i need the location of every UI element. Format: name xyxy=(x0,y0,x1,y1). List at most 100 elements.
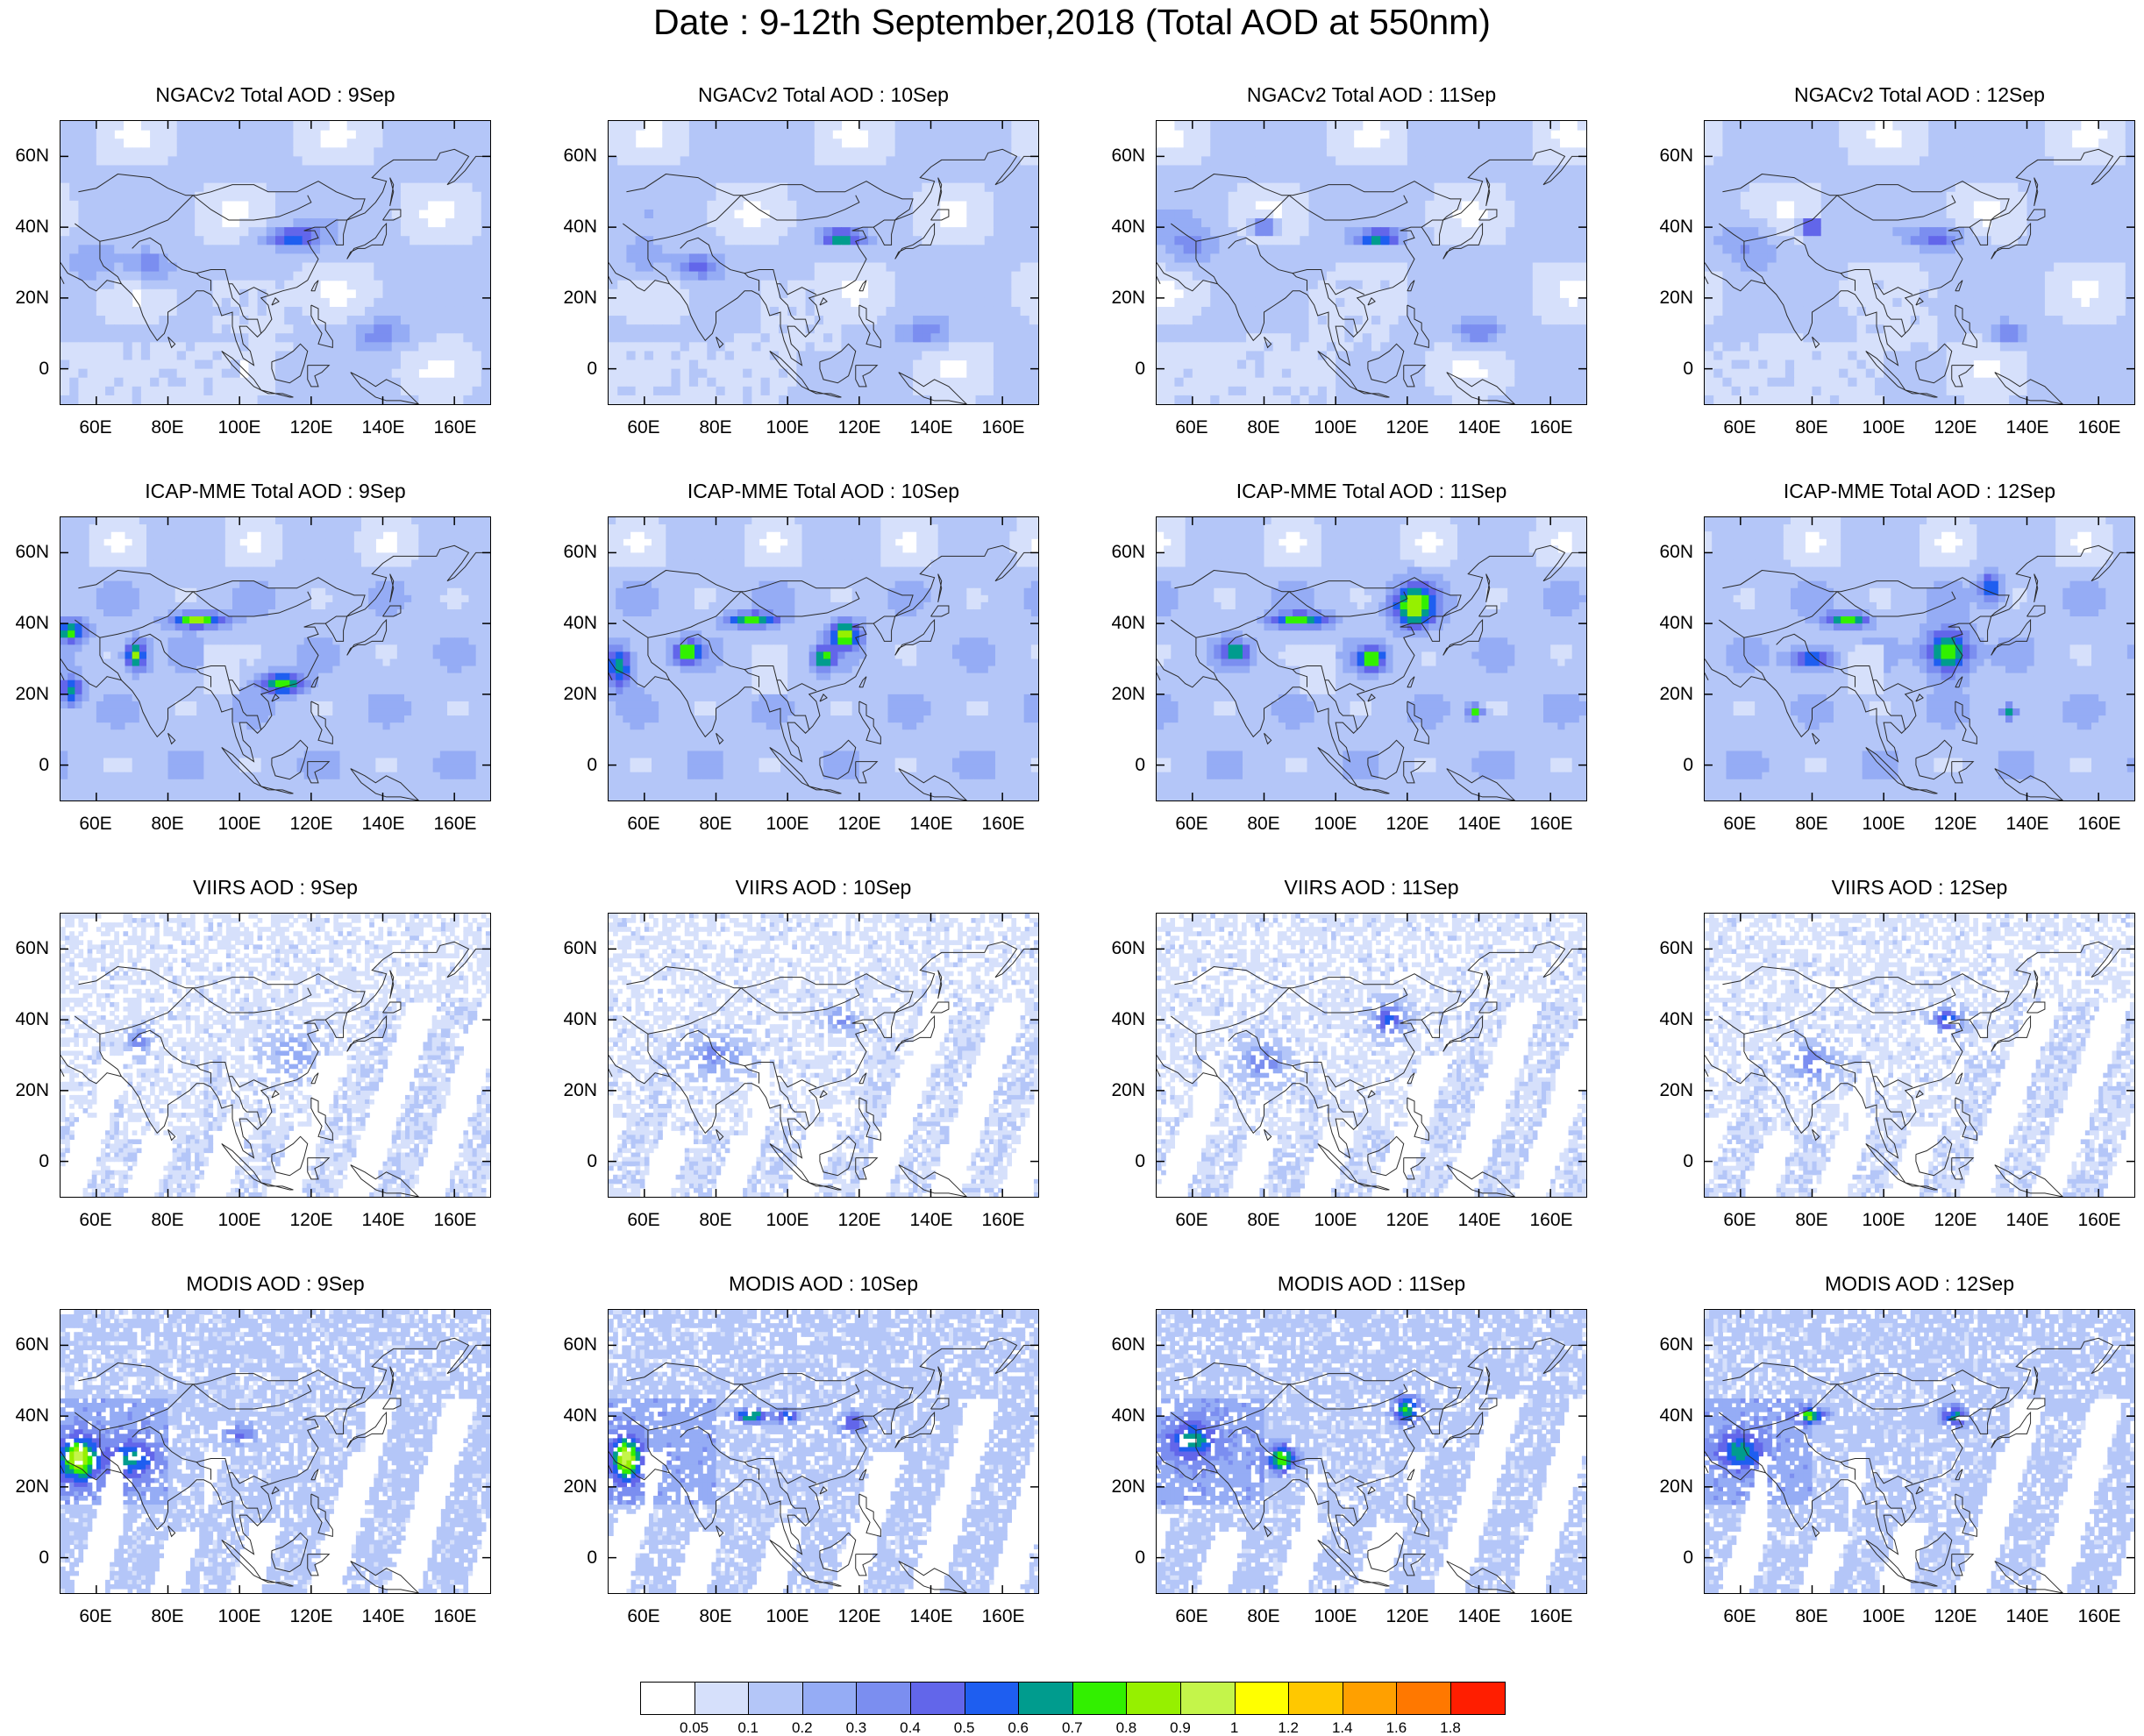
aod-field xyxy=(1705,1310,2134,1593)
axis-ticks xyxy=(61,121,490,404)
lon-tick-label: 100E xyxy=(1314,1606,1357,1627)
aod-grid xyxy=(609,1310,1038,1593)
lat-tick-label: 20N xyxy=(563,288,597,309)
colorbar-label: 0.05 xyxy=(680,1720,709,1736)
lon-tick-label: 160E xyxy=(1529,1606,1572,1627)
lat-tick-label: 0 xyxy=(39,1151,49,1172)
lon-tick-label: 100E xyxy=(217,1606,260,1627)
axis-ticks xyxy=(1157,517,1586,800)
map-panel xyxy=(1704,516,2135,801)
axis-ticks xyxy=(609,517,1038,800)
colorbar-label: 1.6 xyxy=(1386,1720,1407,1736)
coastlines xyxy=(609,941,1038,1197)
lat-tick-label: 20N xyxy=(15,1080,49,1101)
panel-title: ICAP-MME Total AOD : 9Sep xyxy=(12,478,538,504)
lat-tick-label: 20N xyxy=(563,1476,597,1498)
map-panel xyxy=(1704,913,2135,1198)
lon-tick-label: 80E xyxy=(1795,1210,1827,1231)
colorbar-label: 1.2 xyxy=(1278,1720,1299,1736)
lon-tick-label: 160E xyxy=(2077,814,2120,835)
panel-title: VIIRS AOD : 12Sep xyxy=(1656,874,2144,900)
aod-field xyxy=(609,914,1038,1197)
lon-tick-label: 60E xyxy=(79,417,111,438)
panel-title: NGACv2 Total AOD : 10Sep xyxy=(560,82,1086,108)
axis-ticks xyxy=(1705,1310,2134,1593)
coastlines xyxy=(609,148,1038,404)
lon-tick-label: 120E xyxy=(289,1606,332,1627)
aod-field xyxy=(1157,121,1586,404)
coastlines xyxy=(61,148,490,404)
axis-ticks xyxy=(1705,914,2134,1197)
country-borders xyxy=(1719,966,2010,1127)
colorbar-label: 0.4 xyxy=(900,1720,921,1736)
lon-tick-label: 60E xyxy=(1175,1606,1207,1627)
lat-tick-label: 0 xyxy=(587,1151,597,1172)
lon-tick-label: 80E xyxy=(699,814,731,835)
lon-tick-label: 140E xyxy=(361,1606,404,1627)
lat-tick-label: 40N xyxy=(1659,613,1693,634)
lat-tick-label: 0 xyxy=(39,359,49,380)
coastlines xyxy=(1157,544,1586,800)
panel-title: VIIRS AOD : 10Sep xyxy=(560,874,1086,900)
country-borders xyxy=(1719,1362,2010,1523)
lon-tick-label: 140E xyxy=(2005,1210,2048,1231)
aod-field xyxy=(61,1310,490,1593)
lon-tick-label: 100E xyxy=(1862,1210,1905,1231)
lon-tick-label: 160E xyxy=(433,1606,476,1627)
lat-tick-label: 40N xyxy=(1111,613,1145,634)
lat-tick-label: 60N xyxy=(563,542,597,563)
panel-title: ICAP-MME Total AOD : 11Sep xyxy=(1108,478,1635,504)
aod-field xyxy=(609,121,1038,404)
aod-grid xyxy=(1157,1310,1586,1593)
lat-tick-label: 40N xyxy=(563,217,597,238)
lat-tick-label: 40N xyxy=(563,1405,597,1427)
lat-tick-label: 60N xyxy=(563,938,597,959)
lon-tick-label: 140E xyxy=(1457,1606,1500,1627)
lat-tick-label: 0 xyxy=(1135,359,1145,380)
lon-tick-label: 80E xyxy=(1247,417,1279,438)
lat-tick-label: 60N xyxy=(1111,146,1145,167)
aod-field xyxy=(61,517,490,800)
lon-tick-label: 60E xyxy=(1723,1210,1756,1231)
colorbar-label: 0.5 xyxy=(954,1720,975,1736)
aod-grid xyxy=(1157,914,1586,1197)
aod-grid xyxy=(609,914,1038,1197)
map-panel xyxy=(60,1309,491,1594)
lat-tick-label: 20N xyxy=(563,684,597,705)
lat-tick-label: 20N xyxy=(1111,684,1145,705)
lat-tick-label: 40N xyxy=(15,1405,49,1427)
lon-tick-label: 80E xyxy=(1795,814,1827,835)
lon-tick-label: 160E xyxy=(981,1210,1024,1231)
lat-tick-label: 0 xyxy=(587,1547,597,1569)
lon-tick-label: 160E xyxy=(2077,1606,2120,1627)
aod-grid xyxy=(61,914,490,1197)
lon-tick-label: 80E xyxy=(151,417,183,438)
map-panel xyxy=(608,913,1039,1198)
lon-tick-label: 80E xyxy=(151,1210,183,1231)
lat-tick-label: 0 xyxy=(1135,1547,1145,1569)
coastlines xyxy=(1157,941,1586,1197)
colorbar-box xyxy=(1018,1682,1073,1715)
coastlines xyxy=(1157,1337,1586,1593)
aod-grid xyxy=(1157,517,1586,800)
lat-tick-label: 40N xyxy=(563,1009,597,1030)
lon-tick-label: 120E xyxy=(1385,814,1428,835)
country-borders xyxy=(1171,570,1462,730)
lon-tick-label: 120E xyxy=(837,1210,880,1231)
lat-tick-label: 60N xyxy=(1659,938,1693,959)
lon-tick-label: 60E xyxy=(79,1210,111,1231)
lon-tick-label: 120E xyxy=(1385,1210,1428,1231)
lon-tick-label: 100E xyxy=(766,1210,808,1231)
lon-tick-label: 120E xyxy=(1385,1606,1428,1627)
aod-field xyxy=(609,1310,1038,1593)
lon-tick-label: 60E xyxy=(627,1606,659,1627)
panel-title: VIIRS AOD : 11Sep xyxy=(1108,874,1635,900)
lat-tick-label: 0 xyxy=(1135,1151,1145,1172)
aod-grid xyxy=(1705,517,2134,800)
map-panel xyxy=(1156,913,1587,1198)
lon-tick-label: 140E xyxy=(361,417,404,438)
lat-tick-label: 60N xyxy=(1111,938,1145,959)
colorbar-box xyxy=(1126,1682,1181,1715)
country-borders xyxy=(1719,570,2010,730)
aod-grid xyxy=(61,121,490,404)
